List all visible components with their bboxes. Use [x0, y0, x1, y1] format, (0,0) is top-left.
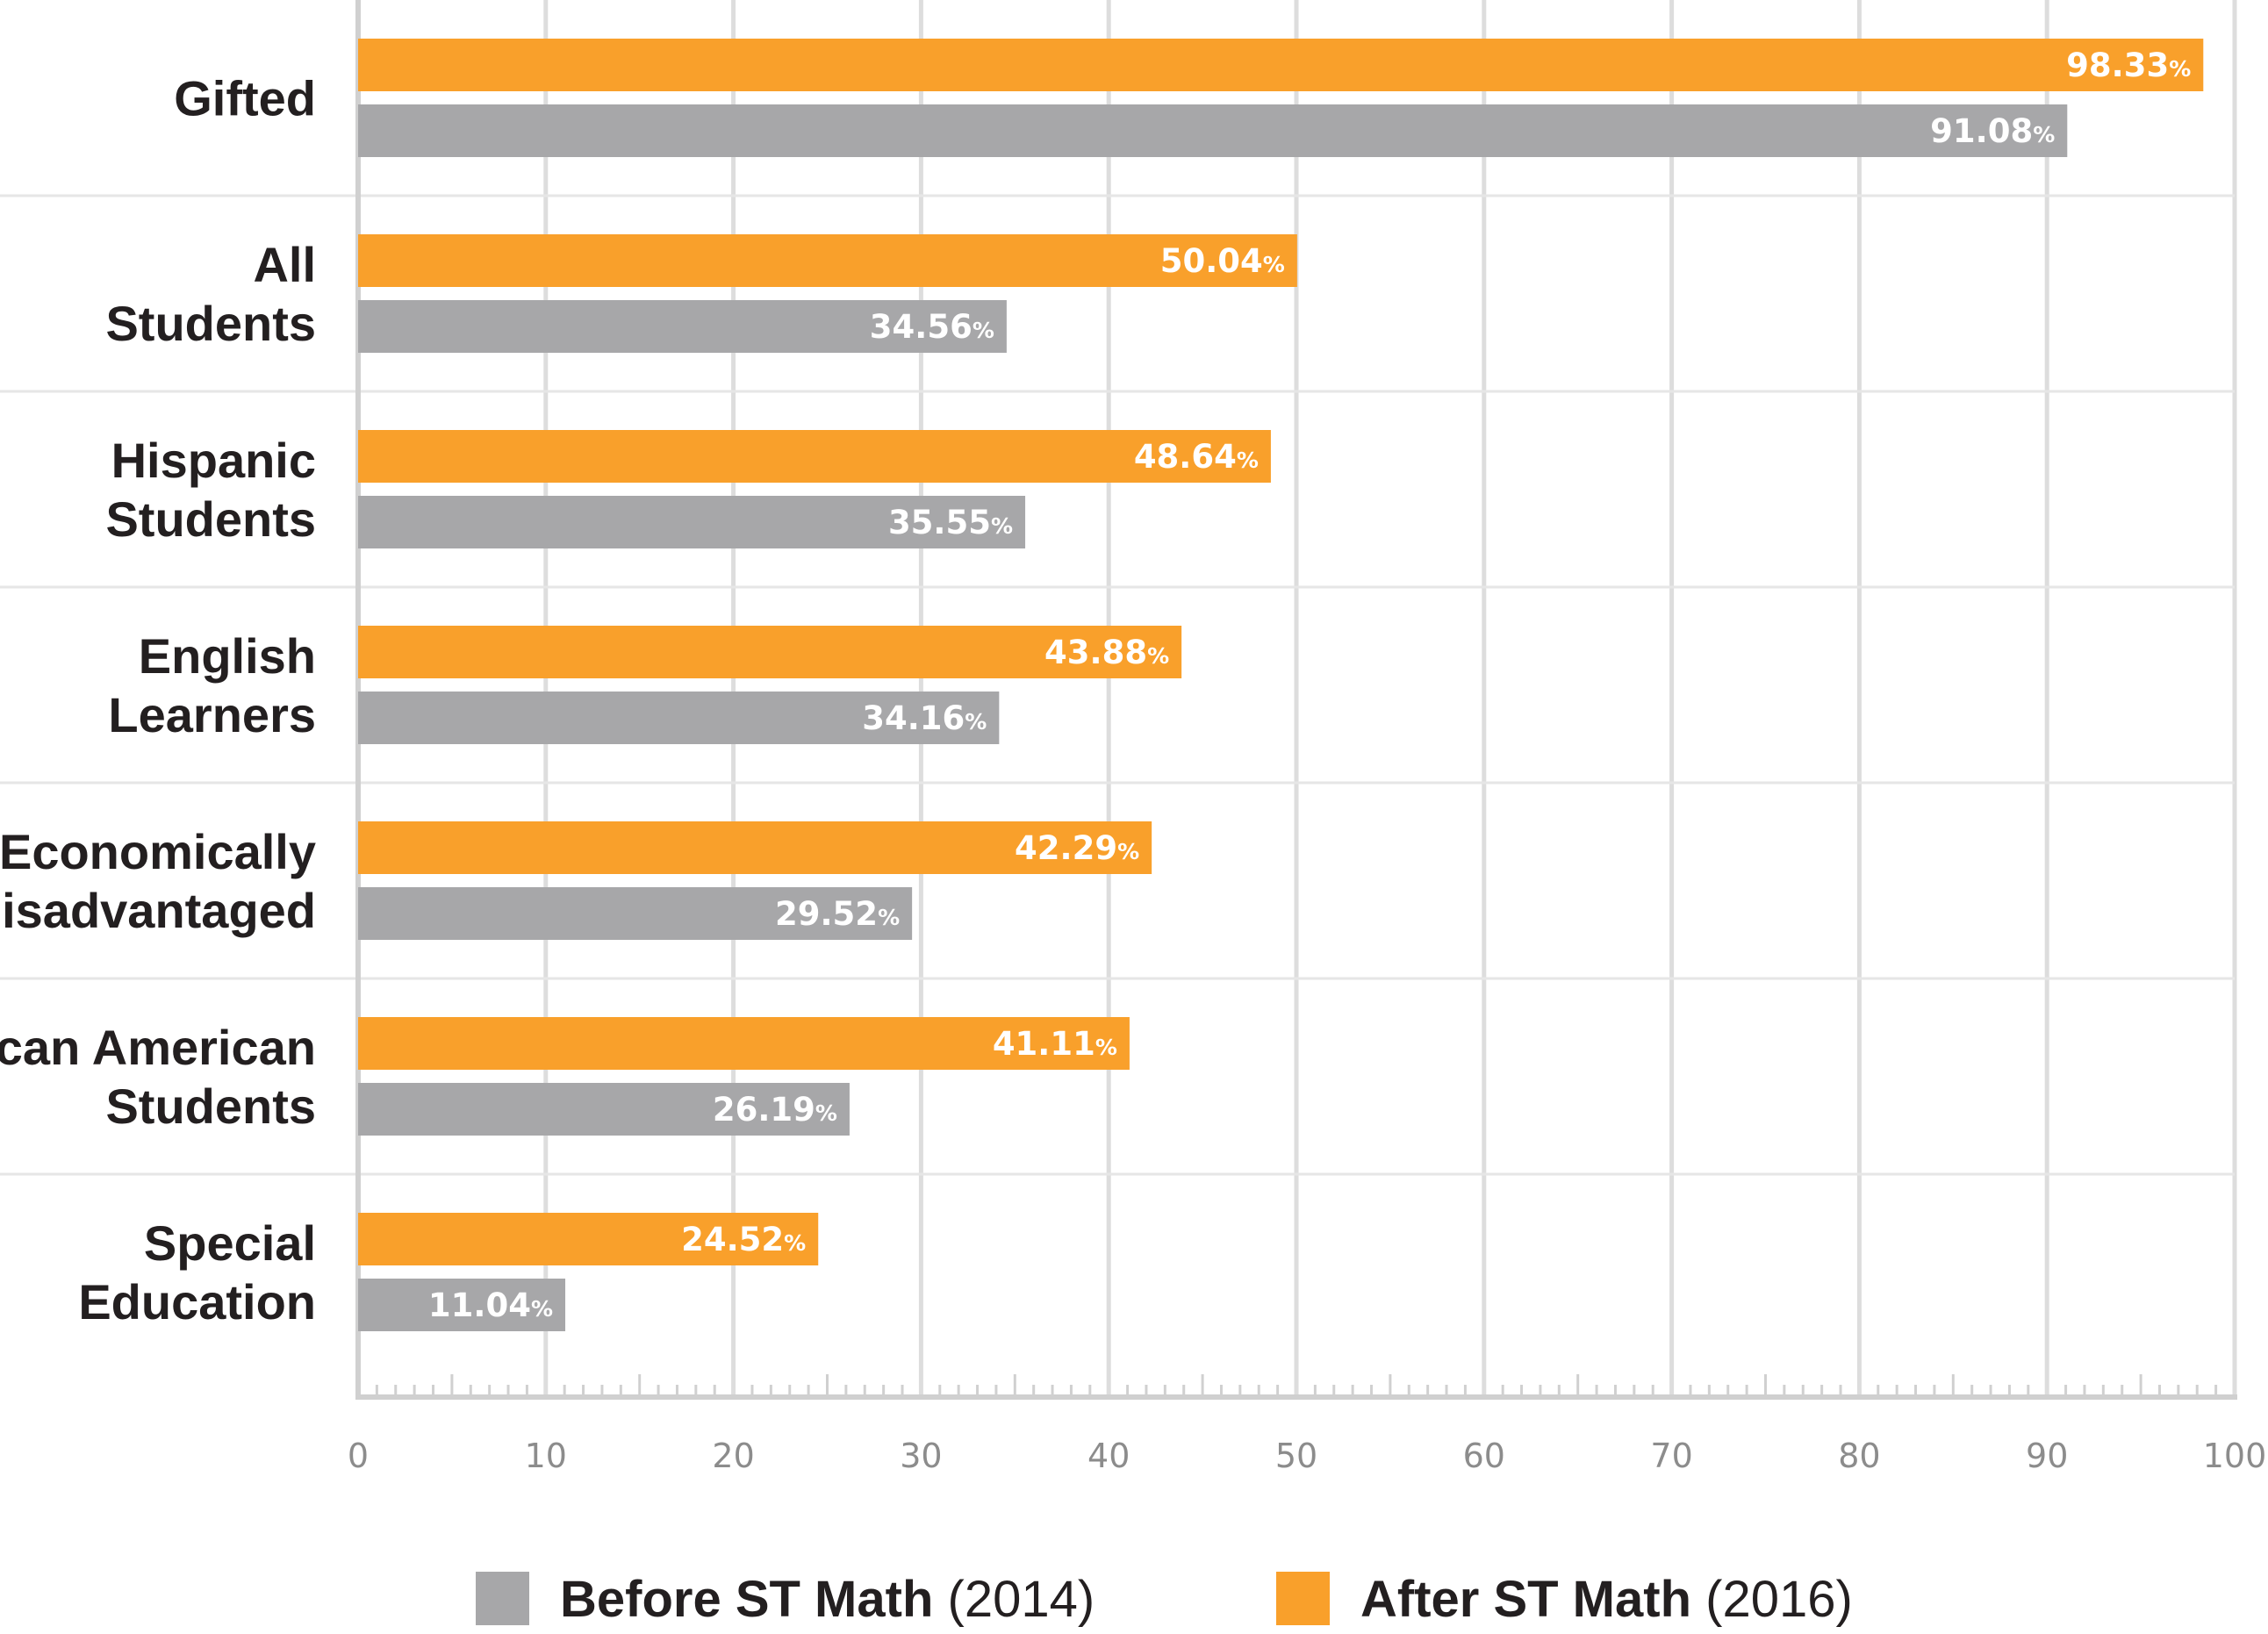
before-bar [358, 104, 2068, 157]
before-value-label: 34.56% [870, 308, 994, 346]
legend: Before ST Math (2014) After ST Math (2016… [476, 1571, 1853, 1628]
category-label: Economically Disadvantaged [0, 824, 316, 938]
grid [0, 0, 2237, 1397]
before-bar [358, 692, 1000, 744]
before-legend-label: Before ST Math (2014) [560, 1571, 1095, 1628]
x-tick-label: 20 [712, 1437, 754, 1475]
category-label: Hispanic Students [105, 433, 316, 547]
category-labels: Gifted All Students Hispanic Students English… [0, 71, 316, 1330]
before-bar [358, 1083, 850, 1136]
before-value-label: 11.04% [428, 1286, 553, 1324]
after-bar [358, 39, 2204, 91]
before-value-label: 29.52% [775, 895, 900, 933]
after-value-label: 24.52% [681, 1221, 806, 1258]
x-tick-label: 40 [1087, 1437, 1130, 1475]
after-legend-swatch [1276, 1572, 1330, 1625]
after-bar [358, 1213, 819, 1265]
after-bar [358, 821, 1152, 874]
x-tick-label: 30 [900, 1437, 942, 1475]
x-tick-label: 80 [1838, 1437, 1880, 1475]
x-tick-label: 50 [1275, 1437, 1317, 1475]
after-legend-label: After ST Math (2016) [1360, 1571, 1853, 1628]
x-tick-label: 90 [2026, 1437, 2068, 1475]
before-value-label: 34.16% [862, 699, 987, 737]
after-bar [358, 626, 1182, 678]
after-value-label: 42.29% [1015, 829, 1139, 867]
before-value-label: 26.19% [713, 1091, 837, 1129]
after-value-label: 41.11% [993, 1025, 1117, 1063]
before-bar [358, 1279, 566, 1331]
category-label: Gifted [174, 71, 316, 126]
before-value-label: 91.08% [1930, 112, 2055, 150]
before-bar [358, 887, 913, 940]
bars: 98.33% 50.04% 48.64% 43.88% 42.29% 41.11% 24.5… [358, 39, 2204, 1331]
before-bar [358, 300, 1007, 353]
after-value-label: 48.64% [1134, 438, 1259, 476]
category-label: English Learners [108, 628, 316, 742]
before-bar [358, 496, 1026, 548]
after-bar [358, 1017, 1130, 1070]
x-tick-label: 10 [525, 1437, 567, 1475]
after-bar [358, 430, 1271, 483]
x-tick-label: 0 [348, 1437, 369, 1475]
after-value-label: 98.33% [2066, 47, 2191, 84]
after-bar [358, 234, 1297, 287]
x-tick-label: 100 [2203, 1437, 2267, 1475]
before-legend-swatch [476, 1572, 529, 1625]
before-value-label: 35.55% [888, 504, 1013, 541]
category-label: All Students [105, 237, 316, 351]
x-tick-label: 60 [1463, 1437, 1505, 1475]
after-value-label: 43.88% [1044, 634, 1169, 671]
category-label: Special Education [78, 1215, 316, 1329]
after-value-label: 50.04% [1160, 242, 1285, 280]
x-tick-label: 70 [1650, 1437, 1692, 1475]
